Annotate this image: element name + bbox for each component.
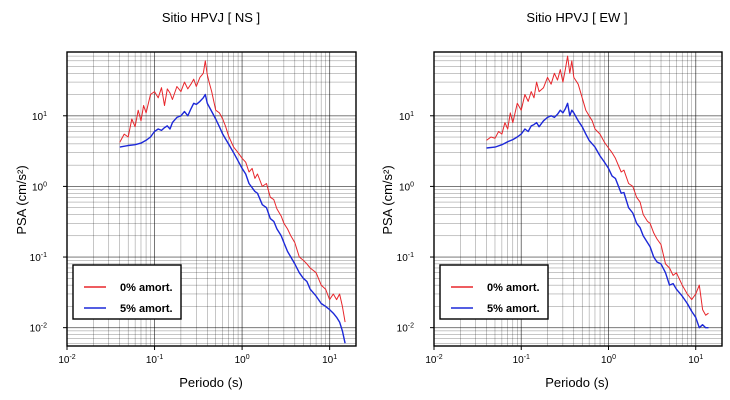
y-tick-label: 10-1	[397, 252, 414, 264]
y-tick-label: 100	[32, 181, 47, 193]
legend-box	[72, 264, 182, 320]
x-tick-label: 10-1	[146, 354, 163, 366]
y-tick-label: 101	[399, 111, 414, 123]
y-axis-label: PSA (cm/s²)	[14, 165, 29, 234]
y-axis-label: PSA (cm/s²)	[380, 165, 395, 234]
series-lines	[119, 60, 346, 344]
chart-title: Sitio HPVJ [ EW ]	[526, 10, 627, 25]
series-line-0	[119, 60, 346, 323]
x-tick-label: 10-2	[58, 354, 75, 366]
series-lines	[486, 55, 709, 329]
x-tick-label: 10-2	[425, 354, 442, 366]
legend: 0% amort. 5% amort.	[439, 264, 549, 320]
series-line-0	[486, 55, 709, 316]
series-line-1	[119, 93, 346, 344]
x-tick-label: 101	[322, 354, 337, 366]
x-axis-label: Periodo (s)	[179, 375, 243, 390]
y-tick-label: 100	[399, 181, 414, 193]
chart-panel-ew: Sitio HPVJ [ EW ] Periodo (s) PSA (cm/s²…	[380, 10, 723, 390]
plot-frame	[66, 51, 357, 347]
series-line-1	[486, 102, 709, 329]
legend-label-1: 5% amort.	[487, 303, 540, 315]
x-axis-label: Periodo (s)	[545, 375, 609, 390]
chart-panel-ns: Sitio HPVJ [ NS ] Periodo (s) PSA (cm/s²…	[14, 10, 357, 390]
legend-label-0: 0% amort.	[120, 282, 173, 294]
y-tick-label: 10-2	[397, 323, 414, 335]
legend-label-1: 5% amort.	[120, 303, 173, 315]
x-tick-label: 101	[688, 354, 703, 366]
legend: 0% amort. 5% amort.	[72, 264, 182, 320]
legend-box	[439, 264, 549, 320]
grid	[66, 51, 357, 346]
x-tick-label: 100	[235, 354, 250, 366]
x-tick-label: 10-1	[513, 354, 530, 366]
y-tick-label: 101	[32, 111, 47, 123]
x-tick-label: 100	[601, 354, 616, 366]
legend-label-0: 0% amort.	[487, 282, 540, 294]
chart-title: Sitio HPVJ [ NS ]	[162, 10, 260, 25]
plot-frame	[433, 51, 723, 347]
y-tick-label: 10-1	[30, 252, 47, 264]
y-tick-label: 10-2	[30, 323, 47, 335]
